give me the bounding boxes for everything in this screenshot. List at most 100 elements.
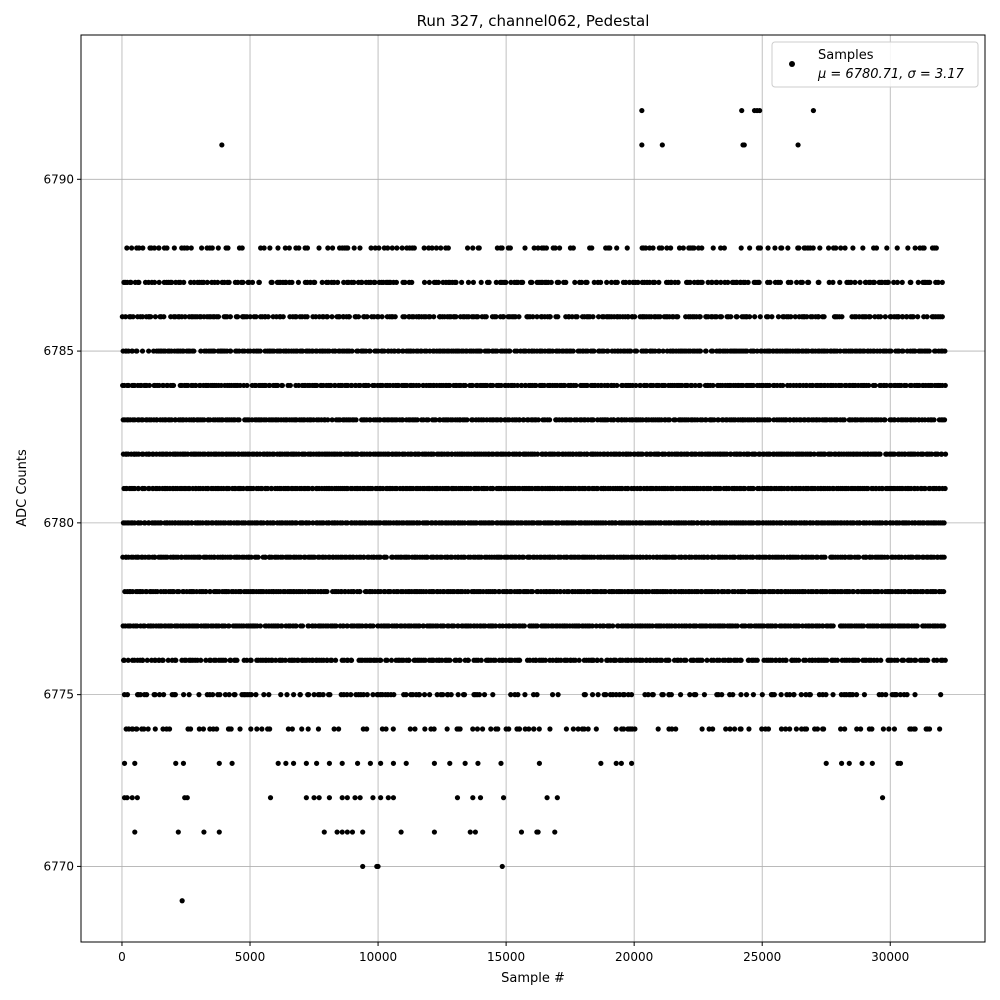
sample-point [467,485,474,492]
sample-point [547,314,553,320]
sample-point [926,726,933,732]
sample-point [711,417,717,423]
sample-point [499,245,505,251]
sample-point [375,314,381,320]
sample-point [650,245,656,251]
sample-point [339,829,345,835]
sample-point [883,692,889,698]
sample-point [216,760,222,766]
sample-point [741,142,747,148]
sample-point [370,795,376,801]
sample-point [857,520,863,526]
sample-point [926,348,932,354]
sample-point [856,554,862,560]
sample-point [324,314,331,320]
sample-point [621,726,627,732]
sample-point [500,623,506,629]
sample-point [354,760,361,766]
sample-point [182,314,188,320]
sample-point [121,657,127,663]
sample-point [237,726,243,732]
sample-point [650,692,656,698]
sample-point [568,417,574,423]
sample-point [140,245,146,251]
sample-point [344,520,350,526]
sample-point [884,245,890,251]
sample-point [621,692,627,698]
sample-point [838,760,845,766]
sample-point [316,245,322,251]
sample-point [664,245,670,251]
sample-point [558,657,564,663]
sample-point [742,485,748,492]
sample-point [752,314,758,320]
sample-point [811,451,817,457]
sample-point [161,692,167,698]
sample-point [842,245,848,251]
sample-point [806,279,812,285]
legend-marker [789,61,795,67]
sample-point [398,829,404,835]
sample-point [385,245,391,251]
sample-point [355,451,361,457]
sample-point [336,314,343,320]
sample-point [942,382,948,389]
sample-point [750,692,757,698]
sample-point [136,279,142,285]
sample-point [333,623,339,629]
sample-point [201,279,207,285]
sample-point [304,314,310,320]
sample-point [807,692,813,698]
sample-point [691,245,697,251]
sample-point [145,726,151,732]
sample-point [572,279,578,285]
sample-point [852,279,858,285]
sample-point [219,142,225,148]
sample-point [728,314,734,320]
sample-point [703,348,709,354]
sample-point [613,726,619,732]
sample-point [888,348,894,354]
sample-point [151,279,158,285]
sample-point [211,348,217,354]
sample-point [677,692,684,698]
sample-point [639,107,645,114]
sample-point [490,692,496,698]
sample-point [614,279,620,285]
sample-point [372,279,378,285]
sample-point [166,726,173,732]
sample-point [122,314,129,320]
sample-point [326,348,332,354]
sample-point [744,348,750,354]
sample-point [129,795,135,801]
sample-point [765,245,771,251]
sample-point [557,588,564,595]
sample-point [820,623,826,629]
sample-point [248,554,254,560]
sample-point [765,314,771,320]
sample-point [942,657,948,663]
sample-point [656,348,662,354]
sample-point [516,417,523,423]
sample-point [160,657,166,663]
sample-point [573,382,579,389]
sample-point [534,623,540,629]
sample-point [643,245,649,251]
sample-point [850,692,856,698]
sample-point [257,623,264,629]
sample-point [861,623,867,629]
sample-point [164,245,170,251]
sample-point [376,245,382,251]
sample-point [535,245,541,251]
sample-point [941,520,947,526]
sample-point [625,314,631,320]
sample-point [360,829,366,835]
sample-point [871,279,877,285]
sample-point [197,554,203,560]
sample-point [891,279,897,285]
sample-point [839,314,845,320]
sample-point [738,245,744,251]
sample-point [478,279,484,285]
sample-point [578,279,585,285]
